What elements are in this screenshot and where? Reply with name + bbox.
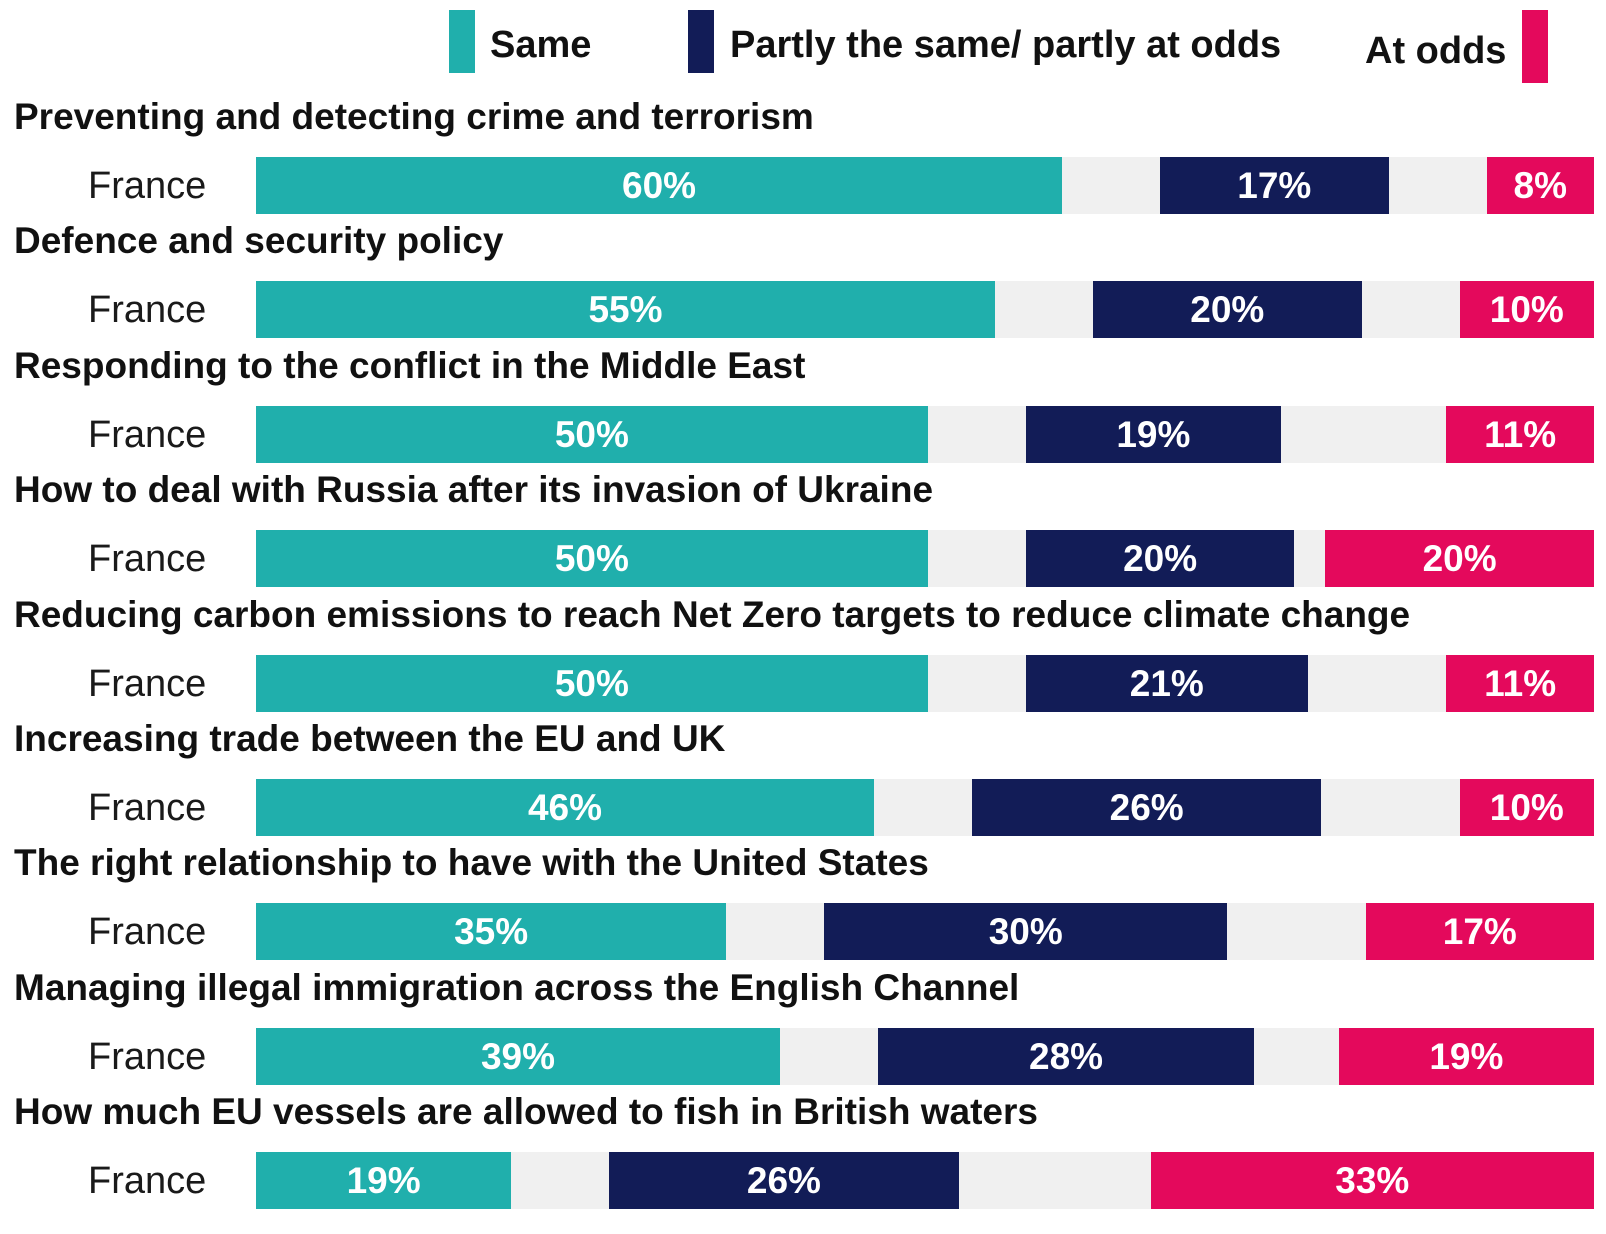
bar-segment-same: 39% (256, 1028, 780, 1085)
bar-segment-partly: 28% (878, 1028, 1254, 1085)
bar-segment-same: 35% (256, 903, 726, 960)
bar-segment-same: 19% (256, 1152, 511, 1209)
bar-segment-partly: 30% (824, 903, 1227, 960)
value-label-odds: 11% (1484, 665, 1556, 702)
value-label-same: 50% (555, 416, 629, 453)
category-title: Responding to the conflict in the Middle… (14, 347, 805, 384)
bar-segment-partly: 19% (1026, 406, 1281, 463)
value-label-same: 55% (588, 291, 662, 328)
country-label: France (88, 167, 206, 205)
bar-segment-same: 50% (256, 406, 928, 463)
value-label-partly: 21% (1130, 665, 1204, 702)
bar-segment-odds: 10% (1460, 281, 1594, 338)
category-title: How to deal with Russia after its invasi… (14, 471, 933, 508)
value-label-partly: 19% (1116, 416, 1190, 453)
bar-segment-partly: 20% (1093, 281, 1362, 338)
value-label-same: 39% (481, 1038, 555, 1075)
value-label-odds: 33% (1335, 1162, 1409, 1199)
value-label-same: 50% (555, 540, 629, 577)
value-label-same: 50% (555, 665, 629, 702)
bar-segment-odds: 17% (1366, 903, 1594, 960)
legend-swatch-odds (1522, 10, 1548, 83)
country-label: France (88, 913, 206, 951)
value-label-same: 46% (528, 789, 602, 826)
value-label-partly: 30% (989, 913, 1063, 950)
bar-track: 60% 17% 8% (256, 157, 1594, 214)
value-label-odds: 19% (1429, 1038, 1503, 1075)
value-label-partly: 26% (1110, 789, 1184, 826)
category-title: Increasing trade between the EU and UK (14, 720, 725, 757)
bar-segment-same: 55% (256, 281, 995, 338)
bar-track: 55% 20% 10% (256, 281, 1594, 338)
bar-segment-odds: 11% (1446, 655, 1594, 712)
value-label-odds: 20% (1423, 540, 1497, 577)
bar-segment-same: 50% (256, 655, 928, 712)
country-label: France (88, 540, 206, 578)
value-label-odds: 11% (1484, 416, 1556, 453)
bar-segment-partly: 21% (1026, 655, 1308, 712)
value-label-partly: 26% (747, 1162, 821, 1199)
legend-label-same: Same (490, 26, 591, 64)
category-title: Defence and security policy (14, 222, 503, 259)
bar-segment-odds: 11% (1446, 406, 1594, 463)
value-label-partly: 17% (1237, 167, 1311, 204)
value-label-partly: 20% (1190, 291, 1264, 328)
country-label: France (88, 1162, 206, 1200)
bar-segment-same: 50% (256, 530, 928, 587)
bar-track: 19% 26% 33% (256, 1152, 1594, 1209)
value-label-odds: 10% (1490, 789, 1564, 826)
value-label-same: 60% (622, 167, 696, 204)
country-label: France (88, 665, 206, 703)
value-label-same: 19% (347, 1162, 421, 1199)
country-label: France (88, 291, 206, 329)
bar-segment-partly: 26% (972, 779, 1321, 836)
category-title: How much EU vessels are allowed to fish … (14, 1093, 1038, 1130)
bar-segment-odds: 8% (1487, 157, 1594, 214)
legend-label-partly: Partly the same/ partly at odds (730, 26, 1281, 64)
bar-segment-same: 60% (256, 157, 1062, 214)
bar-track: 50% 20% 20% (256, 530, 1594, 587)
bar-segment-odds: 33% (1151, 1152, 1594, 1209)
country-label: France (88, 416, 206, 454)
country-label: France (88, 789, 206, 827)
bar-track: 35% 30% 17% (256, 903, 1594, 960)
value-label-odds: 8% (1514, 167, 1567, 204)
bar-track: 50% 19% 11% (256, 406, 1594, 463)
value-label-same: 35% (454, 913, 528, 950)
category-title: Managing illegal immigration across the … (14, 969, 1019, 1006)
bar-segment-partly: 26% (609, 1152, 958, 1209)
bar-segment-partly: 17% (1160, 157, 1388, 214)
category-title: Reducing carbon emissions to reach Net Z… (14, 596, 1410, 633)
legend-label-odds: At odds (1365, 32, 1506, 70)
category-title: Preventing and detecting crime and terro… (14, 98, 814, 135)
value-label-partly: 28% (1029, 1038, 1103, 1075)
legend: Same Partly the same/ partly at odds At … (0, 0, 1606, 90)
value-label-partly: 20% (1123, 540, 1197, 577)
bar-track: 39% 28% 19% (256, 1028, 1594, 1085)
country-label: France (88, 1038, 206, 1076)
bar-segment-odds: 10% (1460, 779, 1594, 836)
value-label-odds: 10% (1490, 291, 1564, 328)
legend-swatch-partly (688, 10, 714, 73)
legend-swatch-same (449, 10, 475, 73)
bar-segment-odds: 20% (1325, 530, 1594, 587)
value-label-odds: 17% (1443, 913, 1517, 950)
bar-track: 46% 26% 10% (256, 779, 1594, 836)
bar-segment-same: 46% (256, 779, 874, 836)
bar-segment-partly: 20% (1026, 530, 1295, 587)
category-title: The right relationship to have with the … (14, 844, 929, 881)
bar-segment-odds: 19% (1339, 1028, 1594, 1085)
bar-track: 50% 21% 11% (256, 655, 1594, 712)
